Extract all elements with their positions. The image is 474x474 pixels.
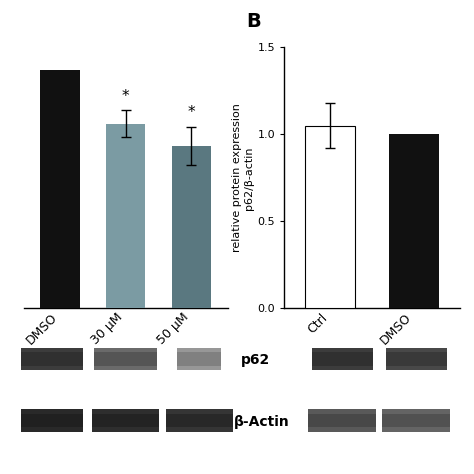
- Text: B: B: [246, 12, 261, 31]
- Bar: [383, 410, 450, 432]
- Bar: [177, 348, 221, 370]
- Bar: [92, 410, 159, 432]
- Bar: [40, 70, 80, 308]
- Bar: [386, 352, 447, 366]
- Bar: [311, 348, 373, 370]
- Bar: [308, 410, 376, 432]
- Bar: [21, 352, 83, 366]
- Bar: [177, 352, 221, 366]
- Bar: [21, 410, 83, 432]
- Bar: [92, 414, 159, 428]
- Bar: [106, 124, 146, 308]
- Bar: [166, 410, 233, 432]
- Text: p62: p62: [241, 353, 270, 367]
- Bar: [311, 352, 373, 366]
- Bar: [383, 414, 450, 428]
- Text: *: *: [122, 89, 129, 104]
- Bar: [308, 414, 376, 428]
- Bar: [172, 146, 211, 308]
- Text: *: *: [188, 105, 195, 120]
- Y-axis label: relative protein expression
p62/β-actin: relative protein expression p62/β-actin: [232, 103, 254, 252]
- Bar: [389, 134, 439, 308]
- Bar: [386, 348, 447, 370]
- Bar: [21, 414, 83, 428]
- Text: β-Actin: β-Actin: [234, 415, 290, 429]
- Bar: [305, 126, 356, 308]
- Bar: [21, 348, 83, 370]
- Bar: [94, 352, 157, 366]
- Bar: [166, 414, 233, 428]
- Bar: [94, 348, 157, 370]
